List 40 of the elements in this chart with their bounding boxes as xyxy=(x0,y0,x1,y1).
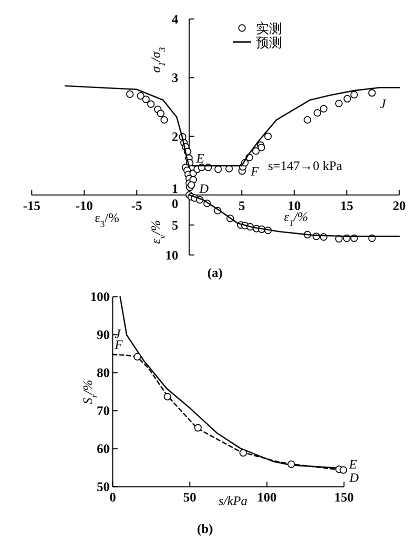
annotation: ε$_{3}$/% xyxy=(94,210,120,229)
annotation: E xyxy=(348,456,357,472)
x-tick-label: -5 xyxy=(131,198,143,213)
y-tick-label: 100 xyxy=(90,289,110,304)
x-tick-label: 50 xyxy=(183,490,196,505)
point xyxy=(288,460,296,468)
x-tick-label: -15 xyxy=(23,198,41,213)
y-tick-label: 10 xyxy=(165,248,178,262)
y-tick-label: 3 xyxy=(172,70,179,86)
annotation: E xyxy=(195,150,204,166)
point xyxy=(194,424,202,432)
annotation: D xyxy=(198,181,210,196)
x-tick-label: -10 xyxy=(76,198,93,213)
text: (a) xyxy=(207,265,223,280)
annotation: J xyxy=(380,96,387,111)
x-tick-label: 100 xyxy=(257,490,277,505)
legend-label: 预测 xyxy=(256,35,282,50)
x-tick-label: 15 xyxy=(340,198,354,213)
y-tick-label: 5 xyxy=(172,218,179,232)
y-tick-label: 4 xyxy=(172,12,179,26)
y-tick-label: 1 xyxy=(172,181,178,196)
point xyxy=(164,392,172,400)
y-tick-label: 70 xyxy=(96,403,110,418)
x-tick-label: 20 xyxy=(392,198,406,213)
y-tick-label: 60 xyxy=(96,441,110,456)
x-tick-label: 150 xyxy=(334,490,354,505)
legend-label: 实测 xyxy=(256,21,282,36)
point xyxy=(239,449,247,457)
point xyxy=(134,352,142,360)
x-tick-label: 5 xyxy=(238,198,246,213)
y-tick-label: 50 xyxy=(96,479,110,494)
annotation: s=147→0 kPa xyxy=(268,158,342,173)
y-tick-label: 80 xyxy=(96,365,110,380)
x-axis-title: s/kPa xyxy=(218,493,248,508)
y-tick-label: 90 xyxy=(96,327,110,342)
annotation: D xyxy=(348,470,360,485)
point xyxy=(340,466,348,474)
y-tick-label: 2 xyxy=(172,128,178,144)
text: (b) xyxy=(197,521,213,536)
annotation: F xyxy=(250,164,260,179)
